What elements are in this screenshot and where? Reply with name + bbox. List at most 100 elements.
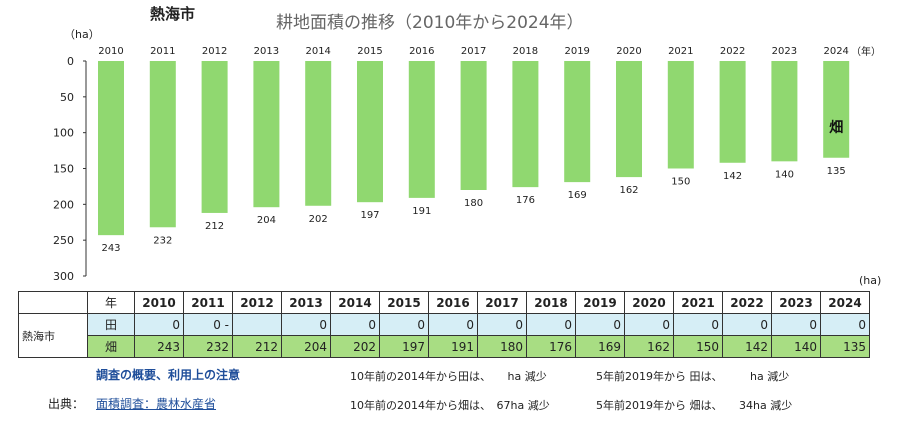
x-tick-label: 2020 xyxy=(616,46,641,57)
table-cell: 191 xyxy=(428,335,478,358)
data-table: 年 2010 2011 2012 2013 2014 2015 2016 201… xyxy=(18,291,870,358)
table-cell: 180 xyxy=(477,335,527,358)
y-tick-label: 200 xyxy=(53,198,74,211)
bar xyxy=(823,61,850,158)
notes-link[interactable]: 調査の概要、利用上の注意 xyxy=(96,368,241,382)
x-tick-label: 2013 xyxy=(254,46,279,57)
x-tick-label: 2023 xyxy=(772,46,797,57)
table-cell: 142 xyxy=(722,335,772,358)
table-cell: 0 xyxy=(624,313,674,336)
x-tick-label: 2024 xyxy=(823,46,848,57)
table-cell: 0 xyxy=(281,313,331,336)
data-label: 135 xyxy=(827,166,846,177)
table-cell: 0 xyxy=(820,313,870,336)
bar xyxy=(253,61,280,208)
year-col: 2022 xyxy=(722,291,772,314)
row-kind: 畑 xyxy=(87,335,135,358)
table-cell: 202 xyxy=(330,335,380,358)
year-col: 2012 xyxy=(232,291,282,314)
y-tick-label: 100 xyxy=(53,127,74,140)
year-col: 2024 xyxy=(820,291,870,314)
x-tick-label: 2015 xyxy=(357,46,382,57)
table-region: 熱海市 xyxy=(18,313,88,358)
bar xyxy=(771,61,798,162)
row-kind: 田 xyxy=(87,313,135,336)
bar xyxy=(149,61,176,228)
year-col: 2016 xyxy=(428,291,478,314)
y-tick-label: 150 xyxy=(53,163,74,176)
table-cell: 0 xyxy=(722,313,772,336)
x-tick-label: 2010 xyxy=(98,46,123,57)
year-col: 2010 xyxy=(134,291,184,314)
table-cell xyxy=(232,313,282,336)
bar-chart: 0 50 100 150 200 250 300 2010 243 2011 232 2012 212… xyxy=(53,46,850,283)
y-tick-label: 0 xyxy=(67,55,74,68)
table-cell: 197 xyxy=(379,335,429,358)
year-col: 2015 xyxy=(379,291,429,314)
x-tick-label: 2016 xyxy=(409,46,434,57)
data-label: 232 xyxy=(153,235,172,246)
table-cell: 212 xyxy=(232,335,282,358)
x-axis-unit: （年） xyxy=(851,47,881,58)
table-cell: 140 xyxy=(771,335,821,358)
y-tick-label: 300 xyxy=(53,270,74,283)
source-label: 出典： xyxy=(48,397,85,411)
table-cell: 162 xyxy=(624,335,674,358)
bar xyxy=(408,61,435,198)
year-col: 2019 xyxy=(575,291,625,314)
table-unit: (ha) xyxy=(859,274,882,287)
table-cell: 135 xyxy=(820,335,870,358)
table-row-ta: 熱海市 田 0 0 - 0 0 0 0 0 0 0 0 0 0 0 0 xyxy=(18,313,870,358)
x-tick-label: 2017 xyxy=(461,46,486,57)
table-cell: 150 xyxy=(673,335,723,358)
chart-title: 耕地面積の推移（2010年から2024年） xyxy=(276,13,584,33)
table-cell: 0 xyxy=(526,313,576,336)
year-col: 2011 xyxy=(183,291,233,314)
x-tick-label: 2022 xyxy=(720,46,745,57)
table-cell: 176 xyxy=(526,335,576,358)
y-tick-label: 50 xyxy=(60,91,74,104)
x-tick-label: 2012 xyxy=(202,46,227,57)
data-label: 204 xyxy=(257,215,276,226)
x-tick-label: 2019 xyxy=(564,46,589,57)
year-col: 2021 xyxy=(673,291,723,314)
bar xyxy=(564,61,591,183)
table-cell: 0 xyxy=(575,313,625,336)
table-cell: 0 xyxy=(673,313,723,336)
series-label: 畑 xyxy=(828,120,843,136)
bar xyxy=(201,61,228,213)
y-tick-label: 250 xyxy=(53,234,74,247)
data-label: 243 xyxy=(101,243,120,254)
data-label: 162 xyxy=(619,185,638,196)
table-cell: 204 xyxy=(281,335,331,358)
bar xyxy=(719,61,746,163)
bar xyxy=(512,61,539,188)
y-axis-unit: （ha） xyxy=(64,28,100,41)
bar xyxy=(357,61,383,203)
year-col: 2018 xyxy=(526,291,576,314)
bar xyxy=(98,61,124,236)
data-label: 197 xyxy=(360,210,379,221)
bar xyxy=(667,61,694,169)
x-tick-label: 2014 xyxy=(305,46,330,57)
table-cell: 0 xyxy=(428,313,478,336)
year-col: 2023 xyxy=(771,291,821,314)
data-label: 142 xyxy=(723,171,742,182)
note-hata-10-year: 10年前の2014年から畑は、 67ha 減少 xyxy=(350,399,550,412)
year-col: 2014 xyxy=(330,291,380,314)
note-hata-5-year: 5年前2019年から 畑は、 34ha 減少 xyxy=(596,399,793,412)
note-ta-5-year: 5年前2019年から 田は、 ha 減少 xyxy=(596,370,790,383)
x-tick-label: 2018 xyxy=(513,46,538,57)
table-cell: 232 xyxy=(183,335,233,358)
table-cell: 0 - xyxy=(183,313,233,336)
data-label: 140 xyxy=(775,169,794,180)
table-cell: 243 xyxy=(134,335,184,358)
bar xyxy=(616,61,642,178)
data-label: 212 xyxy=(205,221,224,232)
data-label: 202 xyxy=(309,214,328,225)
bar xyxy=(460,61,487,190)
year-col: 2017 xyxy=(477,291,527,314)
source-link[interactable]: 面積調査：農林水産省 xyxy=(96,397,217,411)
table-cell: 0 xyxy=(771,313,821,336)
data-label: 191 xyxy=(412,206,431,217)
